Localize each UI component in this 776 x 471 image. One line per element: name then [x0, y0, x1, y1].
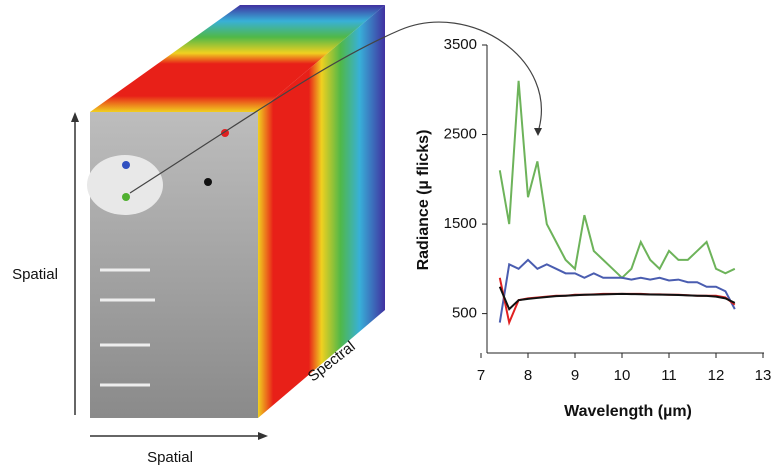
arrow-head [71, 112, 79, 122]
y-tick-label: 2500 [444, 126, 477, 143]
annotation: Spatial [12, 266, 58, 283]
x-axis-label: Wavelength (µm) [564, 403, 692, 420]
cube-axes [74, 120, 260, 437]
y-axis-label: Radiance (µ flicks) [415, 130, 432, 271]
x-tick-label: 8 [524, 367, 532, 384]
green-dot [122, 193, 130, 201]
arrow-head [258, 432, 268, 440]
cube-side [258, 5, 385, 418]
x-tick-label: 7 [477, 367, 485, 384]
annotation: Spatial [147, 449, 193, 466]
x-tick-label: 13 [755, 367, 772, 384]
black-dot [204, 178, 212, 186]
x-tick-label: 11 [661, 367, 677, 384]
cube [87, 5, 542, 418]
series-line [498, 277, 736, 326]
cube-top [90, 5, 385, 112]
x-tick-label: 10 [614, 367, 631, 384]
series-line [498, 80, 736, 280]
y-tick-label: 1500 [444, 215, 477, 232]
stripes [100, 268, 155, 387]
series-line [498, 286, 736, 311]
link-arrow [129, 21, 542, 194]
series-line [498, 258, 736, 323]
arrow-head [534, 128, 542, 136]
y-tick-label: 3500 [444, 36, 477, 53]
hot-spot [87, 155, 163, 215]
x-tick-label: 12 [708, 367, 725, 384]
x-tick-label: 9 [571, 367, 579, 384]
blue-dot [122, 161, 130, 169]
y-tick-label: 500 [452, 305, 477, 322]
